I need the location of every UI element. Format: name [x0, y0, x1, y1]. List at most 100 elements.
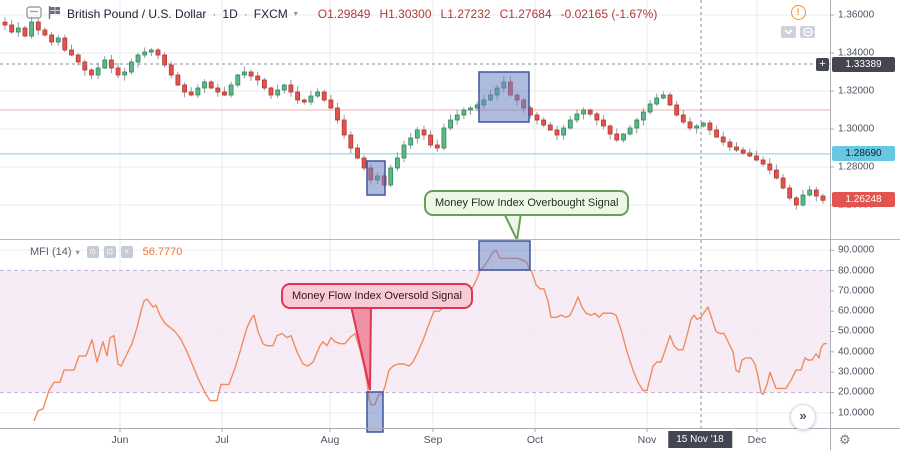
candle [175, 74, 181, 86]
candle [754, 155, 759, 161]
candle [15, 27, 21, 33]
candle [29, 21, 35, 37]
indicator-settings-icon[interactable]: ⊡ [103, 246, 116, 258]
candle [215, 87, 221, 93]
candle [308, 95, 314, 103]
time-axis-label: Nov [637, 434, 657, 446]
indicator-visibility-icon[interactable]: ⊙ [86, 246, 99, 258]
mfi-axis-label: 40.0000 [838, 346, 875, 358]
candle [674, 104, 680, 116]
candle [534, 114, 540, 121]
candle [361, 157, 367, 169]
candle [42, 29, 48, 36]
candle [667, 94, 673, 106]
symbol-legend[interactable]: British Pound / U.S. Dollar · 1D · FXCM … [26, 5, 657, 22]
candle [734, 146, 739, 151]
candle [680, 114, 686, 123]
candle [401, 144, 407, 159]
candle [760, 159, 766, 165]
candle [22, 27, 28, 37]
collapse-pane-button[interactable] [781, 26, 796, 38]
candle [747, 152, 753, 157]
exchange-label[interactable]: FXCM [253, 6, 288, 21]
overbought-highlight-mfi [478, 240, 531, 271]
candle [95, 67, 101, 76]
candle [248, 71, 254, 77]
indicator-label[interactable]: MFI (14) [30, 246, 72, 258]
candle [9, 24, 15, 33]
candle [335, 107, 340, 121]
candle [594, 113, 600, 121]
indicator-remove-icon[interactable]: × [120, 246, 133, 258]
overbought-callout: Money Flow Index Overbought Signal [424, 190, 630, 216]
candle [541, 119, 546, 126]
candle [454, 114, 460, 121]
candle [115, 67, 121, 76]
candle [222, 91, 227, 96]
price-axis-label: 1.28000 [838, 161, 875, 173]
candle [441, 127, 447, 149]
mfi-axis-label: 50.0000 [838, 325, 875, 337]
candle [614, 133, 620, 141]
chevron-down-icon[interactable]: ▾ [75, 247, 80, 257]
indicator-value: 56.7770 [142, 246, 183, 258]
candle [301, 99, 307, 103]
minimize-button[interactable] [800, 26, 815, 38]
crosshair-plus-handle[interactable]: + [816, 58, 829, 71]
legend-collapse-icon[interactable] [26, 5, 42, 22]
candle [55, 37, 61, 43]
time-axis-label: Jun [111, 434, 129, 446]
candle [348, 134, 354, 149]
price-axis-badge: 1.28690 [832, 145, 895, 161]
candle [235, 74, 241, 86]
gear-icon[interactable]: ⚙ [839, 432, 851, 447]
mfi-axis-label: 10.0000 [838, 407, 875, 419]
overbought-callout-tail [502, 212, 523, 244]
mfi-axis-label: 30.0000 [838, 366, 875, 378]
candle [727, 141, 733, 148]
candle [35, 21, 41, 31]
oversold-highlight-price [366, 160, 386, 196]
chevron-down-icon[interactable]: ▾ [293, 9, 298, 18]
mfi-axis-label: 20.0000 [838, 386, 875, 398]
price-axis-label: 1.34000 [838, 47, 875, 59]
time-axis-label: Dec [747, 434, 767, 446]
close-value: C1.27684 [499, 6, 552, 21]
candle [794, 197, 799, 206]
price-axis-label: 1.30000 [838, 123, 875, 135]
candle [581, 109, 586, 115]
candle [148, 49, 154, 53]
high-value: H1.30300 [379, 6, 432, 21]
candle [780, 177, 786, 189]
candle [208, 81, 214, 89]
candle [275, 89, 281, 96]
candle [281, 84, 287, 91]
candle [554, 129, 560, 136]
time-axis-badge: 15 Nov '18 [668, 431, 732, 448]
candle [128, 61, 134, 73]
alert-icon[interactable]: ! [790, 5, 806, 20]
time-axis-label: Jul [215, 434, 229, 446]
mfi-axis-label: 90.0000 [838, 244, 875, 256]
change-value: -0.02165 (-1.67%) [560, 6, 658, 21]
scroll-right-button[interactable]: » [790, 404, 816, 430]
interval-label[interactable]: 1D [222, 6, 238, 21]
mfi-axis-label: 80.0000 [838, 265, 875, 276]
candle [661, 94, 666, 99]
symbol-title[interactable]: British Pound / U.S. Dollar [67, 6, 207, 21]
candle [69, 49, 74, 56]
candle [601, 119, 606, 127]
candle [228, 84, 234, 96]
overbought-highlight-price [478, 71, 530, 123]
candle [89, 69, 94, 76]
candle [654, 97, 660, 105]
candle [321, 91, 327, 101]
indicator-legend[interactable]: MFI (14) ▾ ⊙ ⊡ × 56.7770 [30, 246, 182, 258]
candle [122, 71, 128, 76]
candle [468, 107, 473, 111]
candle [607, 125, 613, 135]
candle [641, 111, 646, 121]
candle [574, 113, 580, 121]
